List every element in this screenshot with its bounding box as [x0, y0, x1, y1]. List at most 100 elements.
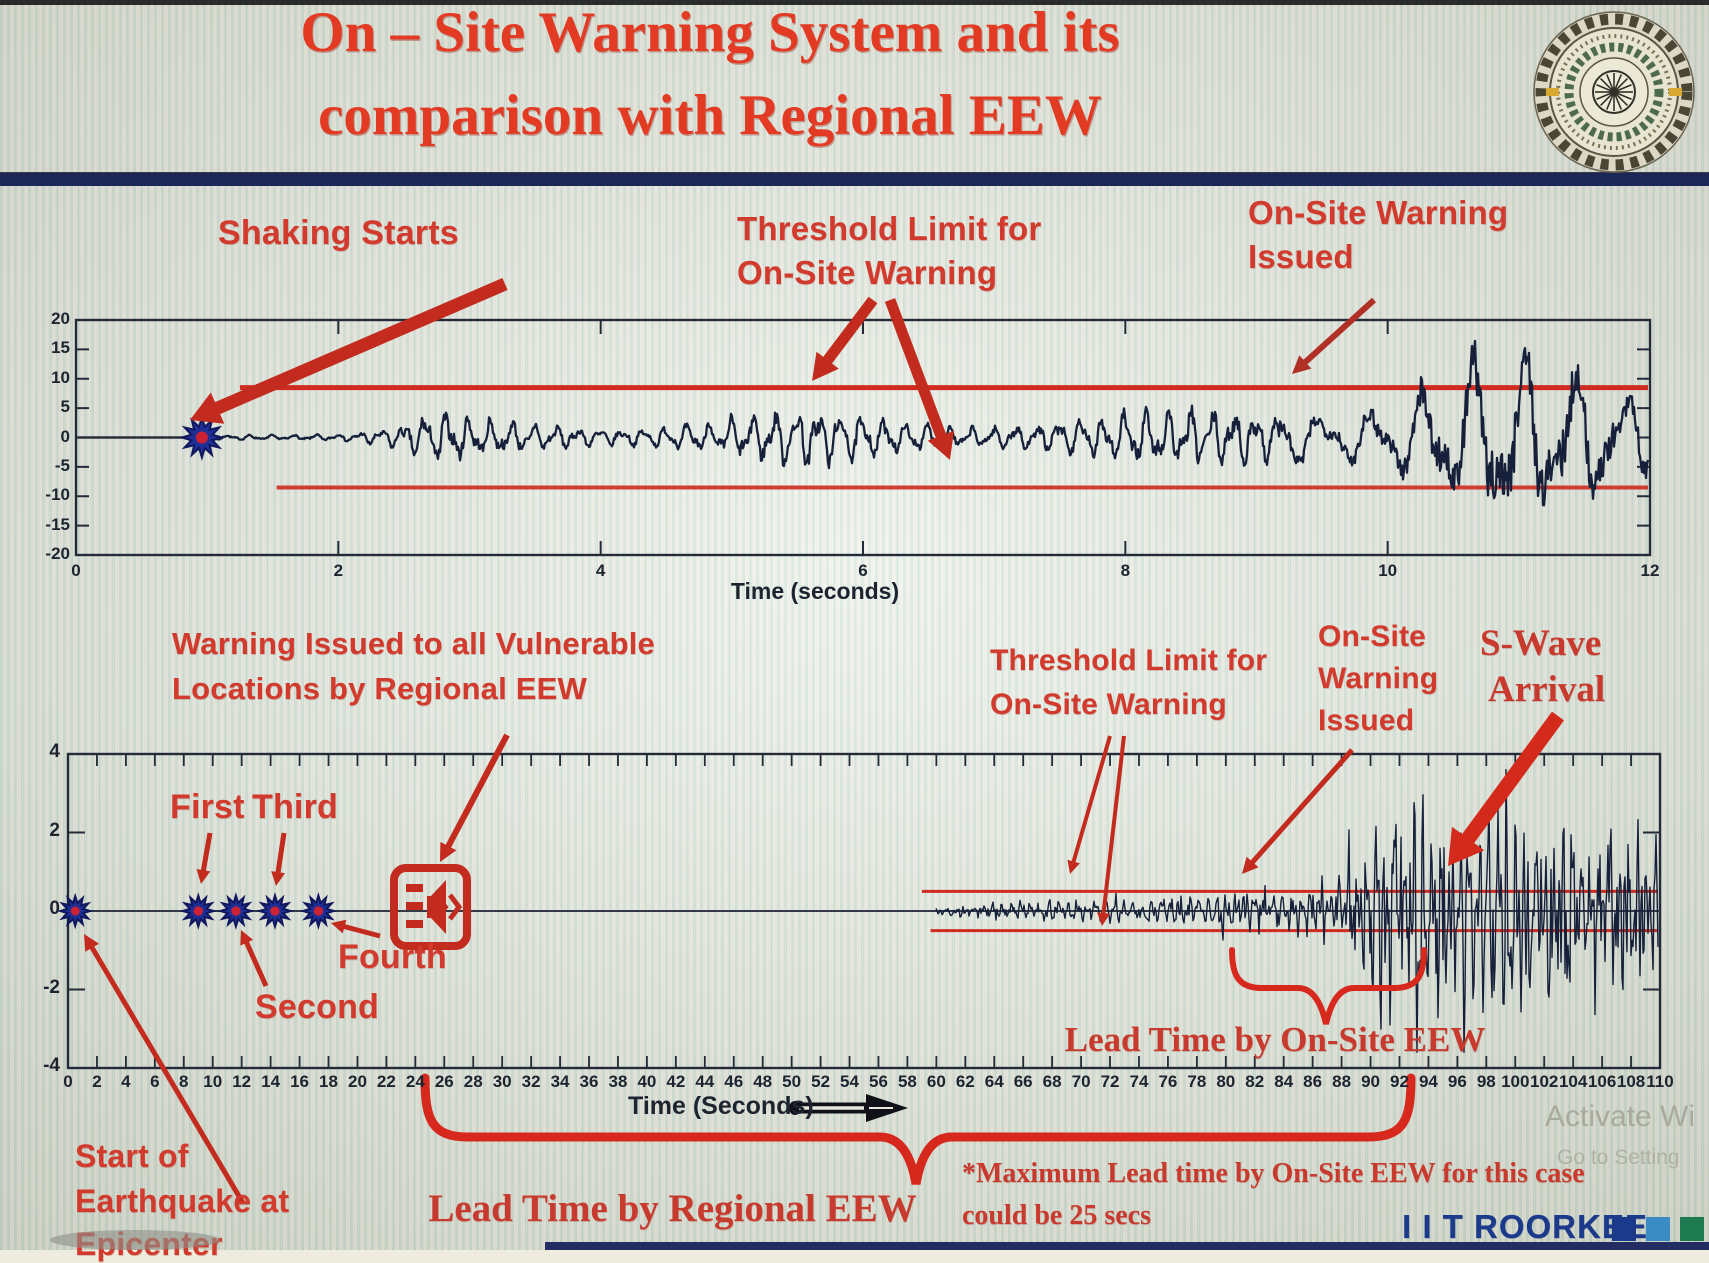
x-tick-label: 34 [550, 1072, 570, 1091]
x-tick-label: 58 [897, 1072, 917, 1091]
x-tick-label: 54 [840, 1072, 859, 1091]
x-tick-label: 2 [92, 1072, 102, 1091]
annotation-arrow [812, 296, 878, 381]
annotation-arrow [1292, 297, 1376, 374]
annotation-third: Third [252, 788, 338, 826]
annotation-arrow [196, 832, 213, 884]
x-tick-label: 32 [521, 1072, 541, 1091]
star-center-dot [231, 906, 241, 916]
x-tick-label: 70 [1071, 1072, 1091, 1091]
x-tick-label: 44 [695, 1072, 715, 1091]
x-tick-label: 110 [1646, 1072, 1674, 1091]
annotation-onsite-bottom-line3: Issued [1318, 704, 1415, 737]
annotation-swave-line1: S-Wave [1480, 623, 1602, 664]
annotation-threshold-top-line2: On-Site Warning [737, 254, 998, 291]
annotation-shaking-starts: Shaking Starts [218, 214, 459, 252]
x-tick-label: 10 [1378, 561, 1398, 580]
x-tick-label: 92 [1390, 1072, 1409, 1091]
iit-roorkee-wordmark: I I T ROORKEE [1402, 1208, 1648, 1245]
x-tick-label: 64 [984, 1072, 1004, 1091]
x-tick-label: 28 [463, 1072, 483, 1091]
x-tick-label: 104 [1558, 1072, 1588, 1091]
iit-roorkee-logo [1533, 11, 1695, 173]
brand-square-blue [1646, 1217, 1670, 1241]
x-tick-label: 6 [858, 561, 868, 580]
x-tick-label: 26 [434, 1072, 454, 1091]
x-tick-label: 102 [1530, 1072, 1559, 1091]
photo-shadow-blob [50, 1230, 220, 1250]
annotation-arrow [84, 934, 246, 1205]
annotation-second: Second [255, 988, 380, 1026]
title-line-1: On – Site Warning System and its [300, 1, 1120, 64]
x-tick-label: 56 [869, 1072, 888, 1091]
x-tick-label: 30 [492, 1072, 512, 1091]
annotation-arrow [1067, 735, 1112, 874]
x-tick-label: 62 [955, 1072, 975, 1091]
x-tick-label: 2 [333, 561, 344, 580]
go-to-settings-watermark: Go to Setting [1557, 1146, 1680, 1169]
y-tick-label: 0 [60, 426, 70, 446]
photo-bottom-edge [545, 1242, 1709, 1250]
x-tick-label: 72 [1100, 1072, 1120, 1091]
time-axis-arrow-icon [789, 1094, 908, 1122]
annotation-arrow [271, 832, 287, 886]
x-tick-label: 100 [1501, 1072, 1530, 1091]
x-tick-label: 88 [1332, 1072, 1352, 1091]
y-tick-label: -20 [45, 544, 70, 563]
annotation-onsite-bottom-line1: On-Site [1318, 620, 1427, 653]
x-tick-label: 84 [1274, 1072, 1294, 1091]
y-tick-label: -5 [54, 455, 70, 475]
x-tick-label: 82 [1245, 1072, 1265, 1091]
x-tick-label: 46 [724, 1072, 744, 1091]
x-tick-label: 42 [666, 1072, 686, 1091]
annotation-note-line2: could be 25 secs [962, 1200, 1151, 1231]
annotation-fourth: Fourth [338, 938, 447, 976]
x-tick-label: 38 [608, 1072, 628, 1091]
lead-time-regional-brace [420, 1073, 1416, 1185]
annotation-regional-warning-line1: Warning Issued to all Vulnerable [172, 626, 655, 661]
y-tick-label: 0 [49, 898, 60, 919]
x-tick-label: 8 [1120, 561, 1131, 580]
star-center-dot [195, 431, 208, 444]
x-tick-label: 36 [579, 1072, 599, 1091]
annotation-threshold-top-line1: Threshold Limit for [737, 210, 1042, 247]
x-tick-label: 80 [1216, 1072, 1236, 1091]
bottom-chart-xlabel: Time (Seconds) [628, 1092, 814, 1120]
annotation-note-line1: *Maximum Lead time by On-Site EEW for th… [962, 1158, 1585, 1189]
x-tick-label: 12 [232, 1072, 252, 1091]
y-tick-label: -15 [45, 514, 70, 534]
star-center-dot [70, 906, 80, 916]
page-title: On – Site Warning System and its compari… [120, 4, 1300, 144]
x-tick-label: 22 [376, 1072, 396, 1091]
annotation-arrow [1242, 748, 1354, 874]
star-center-dot [313, 906, 324, 916]
annotation-onsite-warning-top-line2: Issued [1248, 238, 1354, 275]
y-tick-label: 20 [51, 309, 70, 328]
x-tick-label: 76 [1158, 1072, 1178, 1091]
x-tick-label: 8 [179, 1072, 189, 1091]
y-tick-label: 10 [51, 367, 70, 387]
annotation-threshold-bottom-line1: Threshold Limit for [990, 644, 1268, 677]
x-tick-label: 98 [1476, 1072, 1496, 1091]
brand-square-navy [1612, 1217, 1636, 1241]
y-tick-label: 15 [51, 338, 70, 358]
x-tick-label: 66 [1013, 1072, 1033, 1091]
annotation-swave-line2: Arrival [1488, 669, 1606, 710]
x-tick-label: 60 [926, 1072, 946, 1091]
x-tick-label: 12 [1640, 561, 1660, 580]
x-tick-label: 10 [203, 1072, 223, 1091]
x-tick-label: 6 [150, 1072, 160, 1091]
x-tick-label: 24 [405, 1072, 425, 1091]
star-center-dot [270, 906, 280, 916]
photo-top-edge [0, 0, 1709, 5]
x-tick-label: 52 [811, 1072, 831, 1091]
lead-time-onsite-brace [1229, 947, 1427, 1025]
y-tick-label: -2 [43, 976, 60, 998]
x-tick-label: 20 [347, 1072, 367, 1091]
top-chart-xlabel: Time (seconds) [730, 578, 900, 604]
x-tick-label: 14 [261, 1072, 281, 1091]
annotation-arrow [190, 278, 508, 424]
x-tick-label: 86 [1303, 1072, 1323, 1091]
